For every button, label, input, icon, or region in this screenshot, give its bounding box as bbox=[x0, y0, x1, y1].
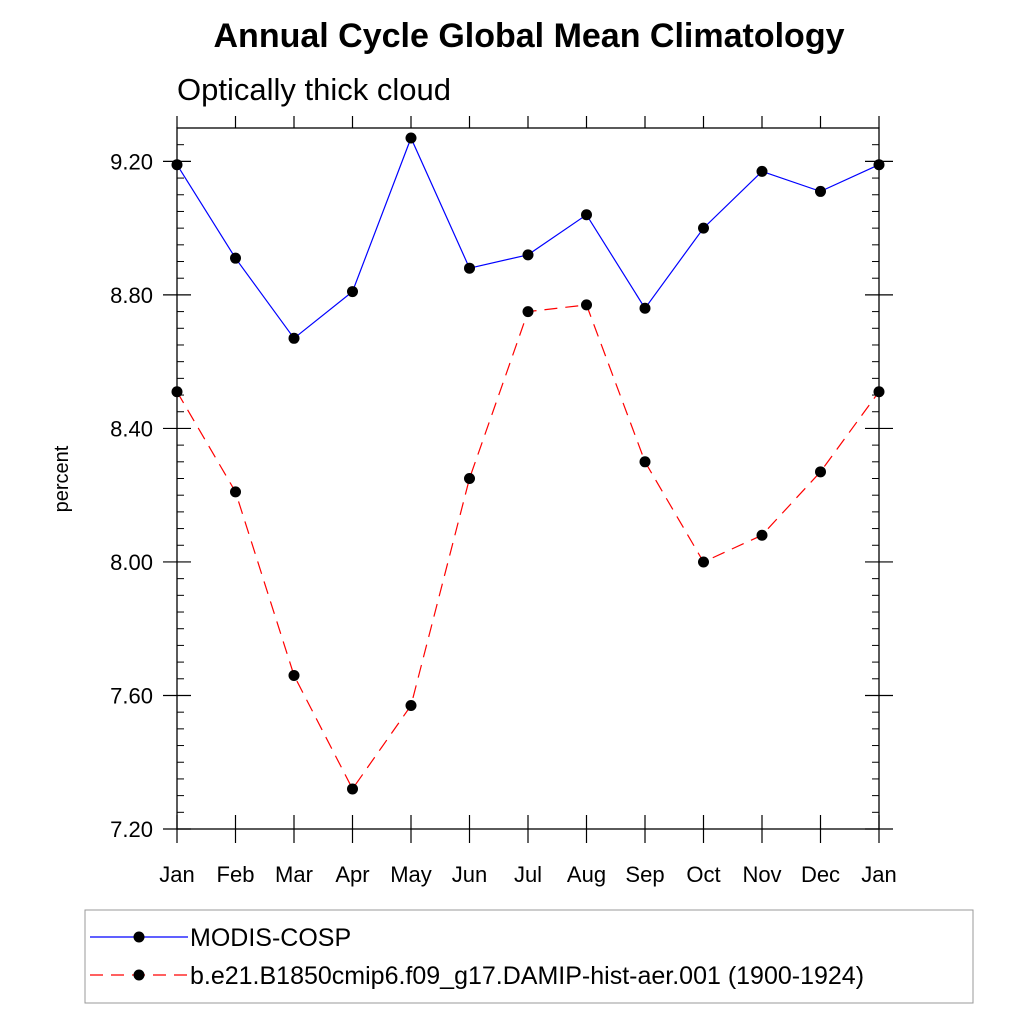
data-point-series-1 bbox=[464, 262, 475, 274]
data-point-series-2 bbox=[522, 306, 534, 318]
y-tick-label: 7.20 bbox=[110, 817, 153, 842]
data-point-series-2 bbox=[639, 456, 651, 468]
data-point-series-2 bbox=[347, 783, 358, 795]
x-tick-label: Nov bbox=[742, 862, 781, 887]
legend-box bbox=[84, 909, 974, 1004]
data-point-series-1 bbox=[581, 209, 592, 221]
x-tick-labels: Jan Feb Mar Apr May Jun Jul Aug Sep Oct Nov Dec Jan bbox=[159, 862, 896, 887]
series-markers bbox=[171, 132, 885, 795]
major-ticks bbox=[163, 116, 893, 843]
data-point-series-2 bbox=[405, 699, 417, 711]
x-tick-label: Sep bbox=[625, 862, 664, 887]
x-tick-label: Jun bbox=[452, 862, 487, 887]
y-tick-labels: 7.20 7.60 8.00 8.40 8.80 9.20 bbox=[110, 149, 153, 842]
legend-label-1: MODIS-COSP bbox=[190, 924, 351, 952]
legend-items: MODIS-COSP b.e21.B1850cmip6.f09_g17.DAMIP… bbox=[90, 924, 864, 990]
legend-swatch-marker-2 bbox=[133, 969, 145, 981]
x-tick-label: Jan bbox=[861, 862, 896, 887]
data-point-series-1 bbox=[405, 132, 417, 144]
series-line-2 bbox=[176, 304, 880, 791]
x-tick-label: Mar bbox=[275, 862, 313, 887]
data-point-series-2 bbox=[230, 486, 241, 498]
data-point-series-1 bbox=[230, 252, 241, 264]
data-point-series-2 bbox=[756, 529, 768, 541]
data-point-series-1 bbox=[815, 185, 826, 197]
data-point-series-2 bbox=[581, 299, 592, 311]
x-tick-label: Jul bbox=[514, 862, 542, 887]
y-tick-label: 8.80 bbox=[110, 283, 153, 308]
y-tick-label: 8.00 bbox=[110, 550, 153, 575]
data-point-series-1 bbox=[288, 332, 300, 344]
y-tick-label: 8.40 bbox=[110, 416, 153, 441]
data-point-series-1 bbox=[522, 249, 534, 261]
x-tick-label: Jan bbox=[159, 862, 194, 887]
series-lines bbox=[176, 136, 880, 791]
x-tick-label: Apr bbox=[335, 862, 369, 887]
x-tick-label: Dec bbox=[801, 862, 840, 887]
x-tick-label: Feb bbox=[217, 862, 255, 887]
y-tick-label: 7.60 bbox=[110, 683, 153, 708]
data-point-series-1 bbox=[756, 165, 768, 177]
legend: MODIS-COSP b.e21.B1850cmip6.f09_g17.DAMIP… bbox=[84, 909, 974, 1004]
plot-frame bbox=[176, 127, 880, 830]
data-point-series-1 bbox=[639, 302, 651, 314]
legend-label-2: b.e21.B1850cmip6.f09_g17.DAMIP-hist-aer.… bbox=[190, 962, 864, 990]
data-point-series-1 bbox=[347, 286, 358, 298]
chart-subtitle: Optically thick cloud bbox=[177, 72, 451, 107]
x-tick-label: Oct bbox=[686, 862, 720, 887]
x-tick-label: May bbox=[390, 862, 432, 887]
y-axis-label: percent bbox=[51, 445, 73, 512]
data-point-series-2 bbox=[288, 669, 300, 681]
data-point-series-1 bbox=[698, 222, 709, 234]
data-point-series-2 bbox=[698, 556, 709, 568]
data-point-series-2 bbox=[464, 473, 475, 484]
data-point-series-2 bbox=[815, 466, 826, 478]
chart-title: Annual Cycle Global Mean Climatology bbox=[214, 17, 845, 55]
x-tick-label: Aug bbox=[567, 862, 606, 887]
y-tick-label: 9.20 bbox=[110, 149, 153, 174]
legend-swatch-marker-1 bbox=[133, 931, 145, 943]
minor-ticks bbox=[177, 127, 879, 813]
